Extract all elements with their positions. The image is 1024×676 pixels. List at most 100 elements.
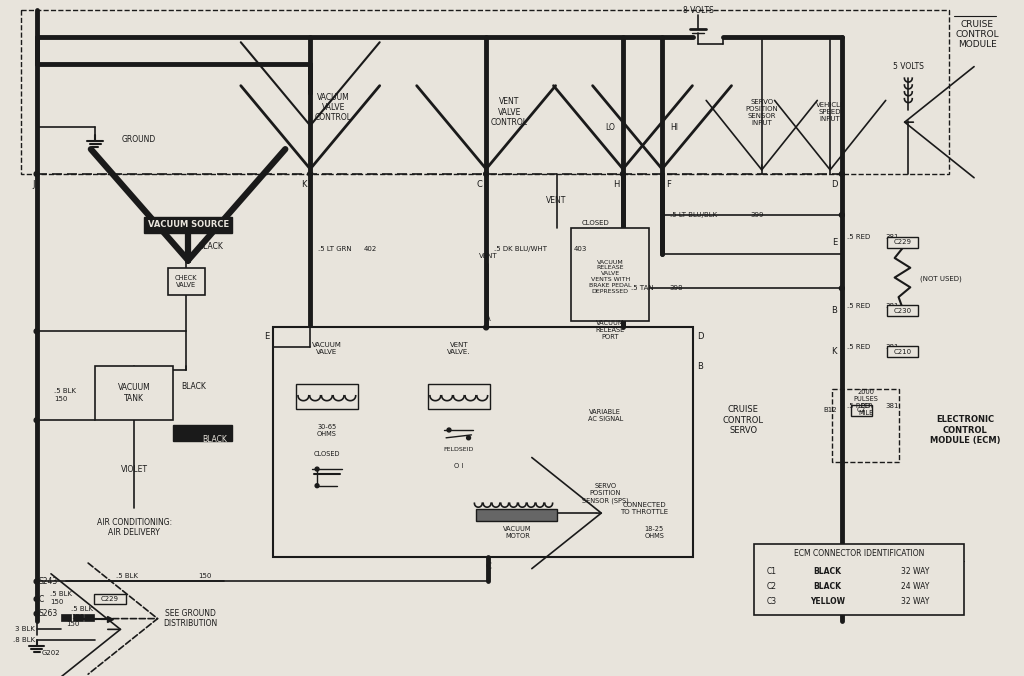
Text: 18-25
OHMS: 18-25 OHMS <box>644 526 665 539</box>
Text: 30-65
OHMS: 30-65 OHMS <box>316 423 337 437</box>
Text: VENT
VALVE
CONTROL: VENT VALVE CONTROL <box>492 97 528 127</box>
Bar <box>273 327 693 557</box>
Bar <box>887 346 919 357</box>
Text: 381: 381 <box>886 344 899 350</box>
Bar <box>571 228 649 320</box>
Text: SERVO
POSITION
SENSOR
INPUT: SERVO POSITION SENSOR INPUT <box>745 99 778 126</box>
Text: .5 LT GRN: .5 LT GRN <box>318 246 351 252</box>
Text: C1: C1 <box>767 567 776 576</box>
Text: CONNECTED
TO THROTTLE: CONNECTED TO THROTTLE <box>621 502 668 514</box>
Text: 2000
PULSES
PER
MILE: 2000 PULSES PER MILE <box>854 389 879 416</box>
Text: 399: 399 <box>750 212 764 218</box>
Circle shape <box>308 172 312 176</box>
Bar <box>427 384 490 410</box>
Text: O I: O I <box>455 463 464 469</box>
Text: 5 VOLTS: 5 VOLTS <box>893 62 924 71</box>
Text: B: B <box>697 362 703 370</box>
Circle shape <box>315 484 319 487</box>
Text: CRUISE
CONTROL
MODULE: CRUISE CONTROL MODULE <box>955 20 998 49</box>
Text: D: D <box>831 180 838 189</box>
Text: 8 VOLTS: 8 VOLTS <box>683 6 714 16</box>
Text: 150: 150 <box>50 599 63 605</box>
Text: B12: B12 <box>823 408 837 414</box>
Text: VACUUM
VALVE: VACUUM VALVE <box>312 342 342 356</box>
Text: 398: 398 <box>670 285 683 291</box>
Circle shape <box>34 597 39 602</box>
Text: CLOSED: CLOSED <box>582 220 609 226</box>
Text: SERVO
POSITION
SENSOR (SPS): SERVO POSITION SENSOR (SPS) <box>582 483 629 504</box>
Text: .8 BLK: .8 BLK <box>12 637 35 643</box>
Text: VENT: VENT <box>479 253 498 259</box>
Circle shape <box>840 172 845 176</box>
Text: BLACK: BLACK <box>813 582 841 591</box>
Bar <box>73 614 83 621</box>
Text: (NOT USED): (NOT USED) <box>920 275 962 282</box>
Circle shape <box>34 418 39 422</box>
Circle shape <box>315 467 319 471</box>
Text: .5 BLK: .5 BLK <box>71 606 93 612</box>
Text: .5 RED: .5 RED <box>847 235 870 241</box>
Bar <box>94 594 126 604</box>
Circle shape <box>34 579 39 584</box>
Text: E: E <box>264 333 269 341</box>
Text: VACUUM
VALVE
CONTROL: VACUUM VALVE CONTROL <box>315 93 352 122</box>
Text: .5 RED: .5 RED <box>847 403 870 408</box>
Text: VENT
VALVE.: VENT VALVE. <box>447 342 471 356</box>
Text: HI: HI <box>670 122 678 132</box>
Text: G202: G202 <box>42 650 60 656</box>
Circle shape <box>467 436 470 440</box>
Text: VACUUM
RELEASE
VALVE
VENTS WITH
BRAKE PEDAL
DEPRESSED: VACUUM RELEASE VALVE VENTS WITH BRAKE PE… <box>589 260 632 293</box>
Text: VACUUM
TANK: VACUUM TANK <box>118 383 151 403</box>
Text: 381: 381 <box>886 403 899 408</box>
Bar <box>168 268 205 295</box>
Text: K: K <box>301 180 306 189</box>
Bar <box>61 614 71 621</box>
Text: CRUISE
CONTROL
SERVO: CRUISE CONTROL SERVO <box>723 406 764 435</box>
Text: C: C <box>39 595 44 604</box>
Text: S243: S243 <box>39 577 57 586</box>
Text: 150: 150 <box>54 395 68 402</box>
Text: 150: 150 <box>198 573 211 579</box>
Text: C229: C229 <box>894 239 911 245</box>
Bar <box>95 366 173 420</box>
Text: BLACK: BLACK <box>198 242 223 251</box>
Text: FELDSEID: FELDSEID <box>443 447 474 452</box>
Text: D: D <box>697 333 703 341</box>
Bar <box>476 509 556 521</box>
Circle shape <box>621 172 626 176</box>
Text: CLOSED: CLOSED <box>313 452 340 458</box>
Text: B: B <box>831 306 837 315</box>
Bar <box>833 389 898 462</box>
Bar <box>85 614 94 621</box>
Text: .5 BLK: .5 BLK <box>54 388 76 394</box>
Text: CHECK
VALVE: CHECK VALVE <box>175 275 198 288</box>
Bar <box>851 405 872 416</box>
Text: 150: 150 <box>66 621 79 627</box>
Text: VEHICLE
SPEED
INPUT: VEHICLE SPEED INPUT <box>815 102 845 122</box>
Text: 32 WAY: 32 WAY <box>901 567 930 576</box>
Text: VACUUM
RELEASE
PORT: VACUUM RELEASE PORT <box>596 320 625 340</box>
Text: VACUUM SOURCE: VACUUM SOURCE <box>147 220 228 229</box>
Text: .5 BLK: .5 BLK <box>50 592 73 597</box>
Text: 381: 381 <box>886 303 899 309</box>
Text: AIR CONDITIONING:
AIR DELIVERY: AIR CONDITIONING: AIR DELIVERY <box>96 518 172 537</box>
Text: .5 BLK: .5 BLK <box>116 573 137 579</box>
Text: H: H <box>612 180 620 189</box>
Circle shape <box>840 286 845 291</box>
Text: C230: C230 <box>893 308 911 314</box>
Text: ELECTRONIC
CONTROL
MODULE (ECM): ELECTRONIC CONTROL MODULE (ECM) <box>930 415 1000 445</box>
Circle shape <box>34 172 39 176</box>
Text: F: F <box>666 180 671 189</box>
Text: J: J <box>32 180 35 189</box>
Text: LO: LO <box>605 122 615 132</box>
Text: VIOLET: VIOLET <box>121 464 147 474</box>
Bar <box>754 544 964 614</box>
Text: C2: C2 <box>767 582 776 591</box>
Circle shape <box>840 212 845 218</box>
Text: BLACK: BLACK <box>203 435 227 444</box>
Text: E: E <box>831 238 837 247</box>
Circle shape <box>447 428 451 432</box>
Text: .5 LT BLU/BLK: .5 LT BLU/BLK <box>670 212 717 218</box>
Text: VENT: VENT <box>547 196 566 205</box>
Text: VARIABLE
AC SIGNAL: VARIABLE AC SIGNAL <box>588 409 623 422</box>
